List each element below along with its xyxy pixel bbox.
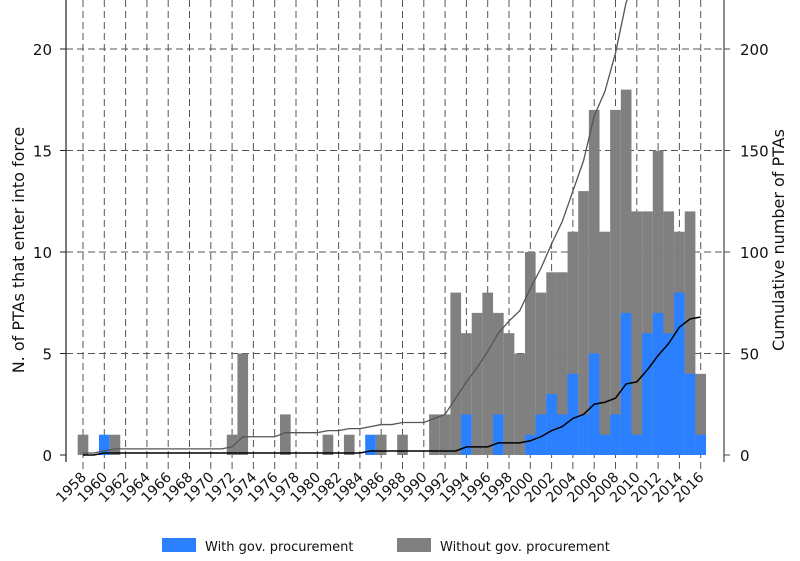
bar-without-2009 bbox=[620, 89, 632, 455]
legend-label-with: With gov. procurement bbox=[205, 540, 354, 555]
bar-with-2008 bbox=[610, 414, 621, 455]
y-axis-label: N. of PTAs that enter into force bbox=[9, 127, 28, 374]
bar-with-1960 bbox=[98, 434, 110, 455]
y-tick-label: 20 bbox=[33, 41, 52, 59]
bar-without-1977 bbox=[280, 414, 291, 455]
bar-without-2007 bbox=[599, 231, 611, 455]
legend-label-without: Without gov. procurement bbox=[440, 540, 610, 555]
bar-without-2012 bbox=[652, 150, 664, 455]
bar-with-2010 bbox=[631, 434, 643, 455]
bar-with-2003 bbox=[556, 414, 568, 455]
bar-with-1985 bbox=[365, 434, 376, 455]
bar-without-1958 bbox=[77, 434, 89, 455]
y-right-tick-label: 150 bbox=[740, 143, 769, 161]
legend-swatch-with bbox=[162, 538, 196, 552]
bar-without-1972 bbox=[226, 434, 238, 455]
bar-with-2001 bbox=[535, 414, 547, 455]
legend-swatch-without bbox=[397, 538, 431, 552]
bar-with-2016 bbox=[695, 434, 707, 455]
bar-without-2006 bbox=[588, 109, 600, 456]
bar-without-1981 bbox=[322, 434, 334, 455]
bar-without-2004 bbox=[567, 231, 579, 455]
bar-with-1994 bbox=[461, 414, 472, 455]
bar-without-1997 bbox=[493, 312, 504, 455]
bar-without-2002 bbox=[546, 272, 557, 455]
bar-without-2000 bbox=[524, 252, 536, 455]
y-right-tick-label: 0 bbox=[740, 447, 750, 465]
bar-without-1999 bbox=[514, 353, 525, 455]
bar-without-2008 bbox=[610, 109, 621, 456]
bar-without-2003 bbox=[556, 272, 568, 455]
bar-without-1986 bbox=[375, 434, 387, 455]
bar-with-2002 bbox=[546, 394, 557, 455]
bar-with-1997 bbox=[493, 414, 504, 455]
y-right-tick-label: 50 bbox=[740, 346, 759, 364]
legend: With gov. procurement Without gov. procu… bbox=[162, 538, 610, 555]
y-tick-label: 10 bbox=[33, 244, 52, 262]
y-axis-right-label: Cumulative number of PTAs bbox=[769, 129, 788, 351]
y-tick-label: 15 bbox=[33, 143, 52, 161]
bar-without-2001 bbox=[535, 292, 547, 455]
bar-with-2007 bbox=[599, 434, 611, 455]
bar-without-1991 bbox=[429, 414, 440, 455]
bar-with-2012 bbox=[652, 312, 664, 455]
bar-without-2005 bbox=[578, 191, 589, 455]
bar-with-2005 bbox=[578, 414, 589, 455]
bar-without-1983 bbox=[343, 434, 355, 455]
bar-without-1988 bbox=[397, 434, 408, 455]
bar-without-1993 bbox=[450, 292, 462, 455]
y-right-tick-label: 200 bbox=[740, 41, 769, 59]
bar-with-2011 bbox=[642, 333, 653, 455]
bar-without-2015 bbox=[684, 211, 696, 455]
bar-with-2013 bbox=[663, 333, 675, 455]
bar-with-2004 bbox=[567, 373, 579, 455]
cumulative-lines bbox=[83, 0, 701, 456]
bar-without-1961 bbox=[109, 434, 121, 455]
bar-without-1998 bbox=[503, 333, 515, 455]
y-tick-label: 5 bbox=[42, 346, 52, 364]
y-right-tick-label: 100 bbox=[740, 244, 769, 262]
bar-without-1973 bbox=[237, 353, 249, 455]
bar-without-1992 bbox=[439, 414, 451, 455]
bar-with-2015 bbox=[684, 373, 696, 455]
bar-with-2000 bbox=[524, 434, 536, 455]
y-tick-label: 0 bbox=[42, 447, 52, 465]
y-ticks: 0 0 5 50 10 100 15 150 20 200 bbox=[33, 41, 769, 465]
bar-without-2016 bbox=[695, 373, 707, 455]
bar-with-2014 bbox=[674, 292, 685, 455]
cumulative-procurement-line bbox=[83, 316, 701, 456]
bar-without-2010 bbox=[631, 211, 643, 455]
bars bbox=[77, 89, 707, 456]
bar-without-1994 bbox=[461, 333, 472, 455]
cumulative-all-line bbox=[83, 0, 628, 454]
bar-without-1996 bbox=[482, 292, 494, 455]
bar-without-1995 bbox=[471, 312, 483, 455]
x-ticks: 1958196019621964196619681970197219741976… bbox=[53, 469, 707, 506]
